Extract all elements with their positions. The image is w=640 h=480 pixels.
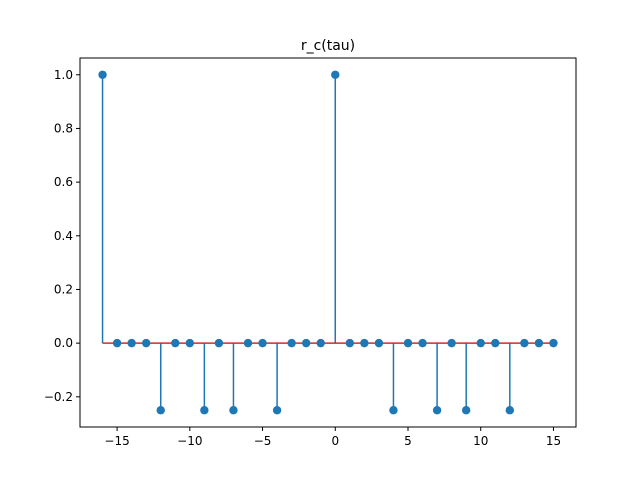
data-point <box>287 338 296 348</box>
data-point <box>345 338 355 348</box>
data-point <box>141 338 151 348</box>
data-point <box>403 338 413 348</box>
data-point <box>374 338 384 348</box>
data-point <box>520 338 529 348</box>
data-point <box>418 338 427 348</box>
plot-area <box>98 70 558 415</box>
y-tick-label: 0.2 <box>54 282 73 296</box>
data-point <box>171 338 180 348</box>
data-point <box>491 338 500 348</box>
data-point <box>476 338 485 348</box>
data-point <box>360 338 369 348</box>
x-tick-label: 5 <box>404 434 412 448</box>
y-tick-label: −0.2 <box>44 390 73 404</box>
data-point <box>461 406 471 415</box>
x-tick-label: 15 <box>546 434 561 448</box>
x-tick-label: 0 <box>331 434 339 448</box>
x-tick-label: 10 <box>473 434 488 448</box>
data-point <box>549 338 558 348</box>
data-point <box>229 406 238 415</box>
data-point <box>214 338 224 348</box>
y-tick-label: 1.0 <box>54 68 73 82</box>
data-point <box>432 406 442 415</box>
data-point <box>112 338 122 348</box>
data-point <box>127 338 136 348</box>
data-point <box>243 338 253 348</box>
data-point <box>316 338 325 348</box>
data-point <box>185 338 195 348</box>
x-tick-label: −15 <box>104 434 129 448</box>
data-point <box>301 338 311 348</box>
x-tick-label: −10 <box>177 434 202 448</box>
data-point <box>505 406 515 415</box>
data-point <box>98 70 107 79</box>
y-tick-label: 0.6 <box>54 175 73 189</box>
data-point <box>258 338 267 348</box>
x-tick-label: −5 <box>254 434 272 448</box>
axes: −15 −10 −5 0 5 10 15 −0.2 0.0 0.2 0.4 0.6 0.8 1.0 <box>44 57 577 448</box>
y-tick-label: 0.4 <box>54 229 73 243</box>
y-tick-label: 0.0 <box>54 336 73 350</box>
chart-title: r_c(tau) <box>301 38 355 54</box>
data-point <box>534 338 544 348</box>
data-point <box>156 406 165 415</box>
data-point <box>447 338 456 348</box>
data-point <box>200 406 209 415</box>
y-tick-label: 0.8 <box>54 121 73 135</box>
data-point <box>389 406 398 415</box>
data-point <box>331 70 340 79</box>
axes-frame <box>79 57 577 428</box>
data-point <box>272 406 282 415</box>
